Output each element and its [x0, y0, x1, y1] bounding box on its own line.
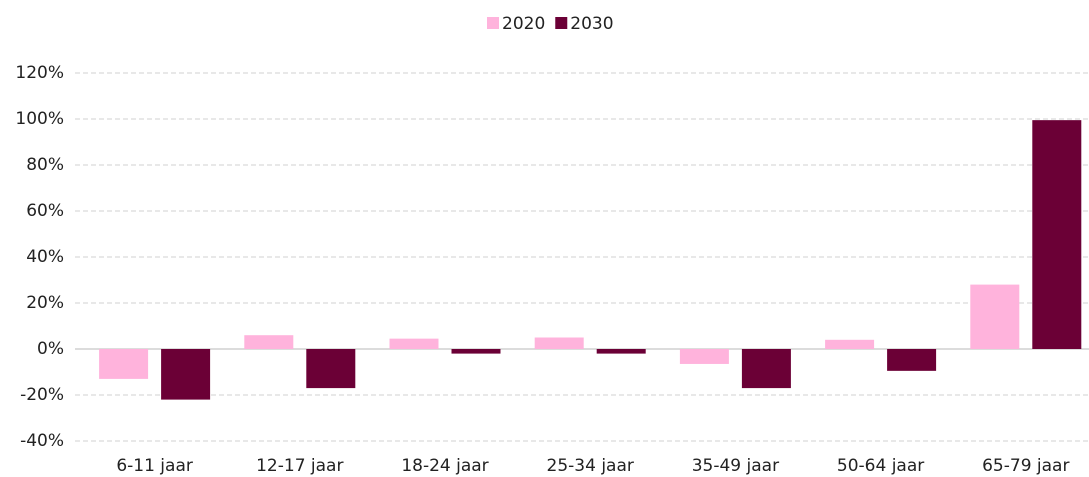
- x-tick-label: 35-49 jaar: [692, 456, 779, 476]
- bar: [596, 349, 646, 354]
- bar: [679, 349, 729, 364]
- legend-label: 2030: [570, 14, 613, 34]
- legend-swatch: [487, 17, 499, 29]
- bar: [244, 335, 294, 349]
- bar: [99, 349, 149, 379]
- bar: [451, 349, 501, 354]
- x-tick-label: 25-34 jaar: [547, 456, 634, 476]
- y-tick-label: 0%: [37, 339, 64, 359]
- y-tick-label: 120%: [15, 63, 64, 83]
- bar: [970, 284, 1020, 349]
- legend-label: 2020: [502, 14, 545, 34]
- bar: [1032, 120, 1082, 350]
- x-tick-label: 18-24 jaar: [401, 456, 488, 476]
- y-tick-label: 100%: [15, 109, 64, 129]
- bar: [389, 338, 439, 349]
- bar: [161, 349, 211, 400]
- y-tick-label: 60%: [26, 201, 64, 221]
- bar: [741, 349, 791, 389]
- legend-swatch: [555, 17, 568, 29]
- y-tick-label: 20%: [26, 293, 64, 313]
- x-tick-label: 12-17 jaar: [256, 456, 343, 476]
- y-tick-label: -40%: [20, 431, 64, 451]
- y-tick-label: 40%: [26, 247, 64, 267]
- y-tick-label: 80%: [26, 155, 64, 175]
- bar: [534, 337, 584, 349]
- y-tick-label: -20%: [20, 385, 64, 405]
- x-tick-label: 65-79 jaar: [982, 456, 1069, 476]
- x-tick-label: 6-11 jaar: [116, 456, 193, 476]
- x-tick-label: 50-64 jaar: [837, 456, 924, 476]
- bar: [825, 339, 875, 349]
- bar: [306, 349, 356, 389]
- bar: [887, 349, 937, 371]
